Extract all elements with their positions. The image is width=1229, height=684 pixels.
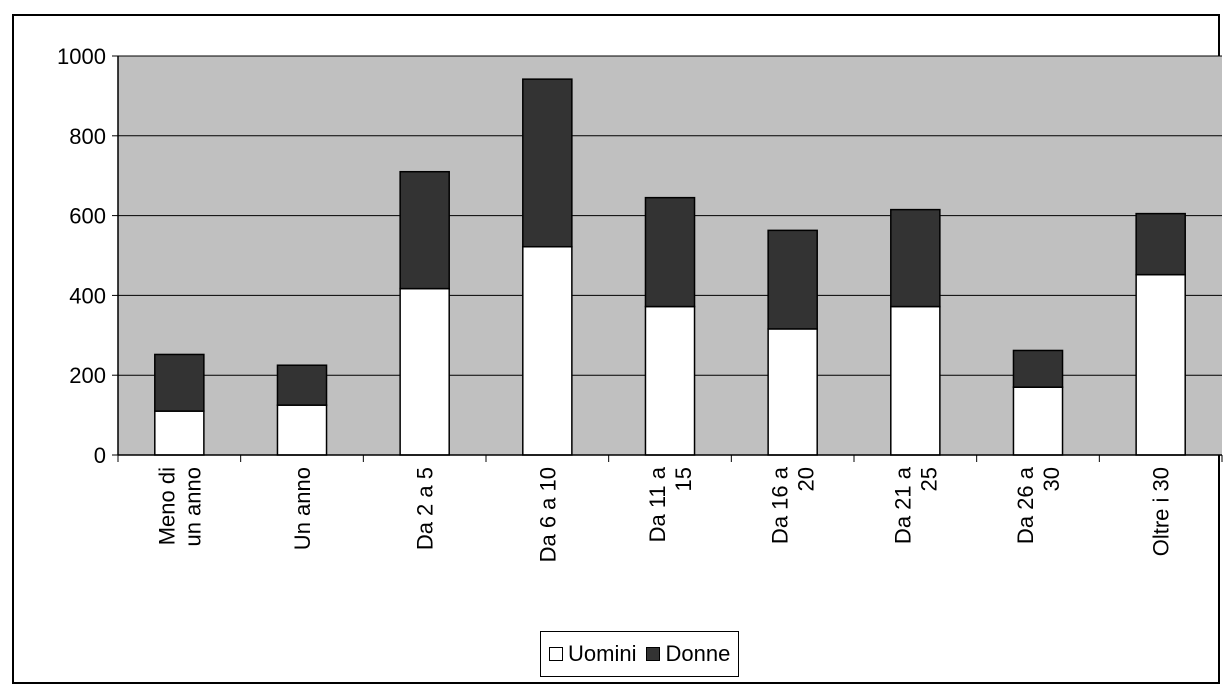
x-tick-label: Da 16 a bbox=[768, 466, 793, 544]
x-tick-label: Da 6 a 10 bbox=[535, 467, 560, 562]
bar-uomini bbox=[154, 410, 205, 456]
legend-item-donne: Donne bbox=[646, 641, 730, 667]
bar-uomini bbox=[399, 287, 450, 456]
bar-donne bbox=[644, 196, 696, 308]
legend-swatch-donne bbox=[646, 647, 661, 661]
x-tick-label: 30 bbox=[1039, 467, 1064, 491]
x-tick-label: Meno di bbox=[154, 467, 179, 545]
x-tick-label: Da 21 a bbox=[890, 466, 915, 544]
y-tick-label: 400 bbox=[69, 283, 106, 308]
x-tick-label: 25 bbox=[916, 467, 941, 491]
x-axis-tick-labels: Meno di un anno Un anno Da 2 a 5 Da 6 a 10 Da… bbox=[154, 466, 1173, 562]
bar-donne bbox=[154, 353, 205, 412]
x-tick-label: 15 bbox=[671, 467, 696, 491]
bar-uomini bbox=[767, 328, 818, 456]
legend-label-donne: Donne bbox=[665, 641, 731, 666]
bar-uomini bbox=[890, 305, 941, 456]
y-tick-label: 800 bbox=[69, 124, 106, 149]
x-tick-label: Oltre i 30 bbox=[1149, 467, 1174, 556]
x-tick-label: Da 11 a bbox=[645, 466, 670, 542]
y-tick-label: 0 bbox=[94, 443, 106, 468]
axes bbox=[112, 55, 1223, 462]
y-axis-tick-labels: 0 200 400 600 800 1000 bbox=[57, 44, 106, 468]
x-tick-label: Un anno bbox=[290, 467, 315, 550]
bar-donne bbox=[276, 364, 328, 406]
y-tick-label: 1000 bbox=[57, 44, 106, 69]
bar-uomini bbox=[1012, 386, 1064, 456]
legend-item-uomini: Uomini bbox=[549, 641, 636, 667]
legend: Uomini Donne bbox=[540, 631, 740, 677]
x-tick-label: Da 26 a bbox=[1013, 466, 1038, 544]
bars bbox=[154, 78, 1186, 456]
bar-uomini bbox=[522, 245, 573, 456]
x-tick-label: 20 bbox=[794, 467, 819, 491]
y-tick-label: 200 bbox=[69, 363, 106, 388]
bar-uomini bbox=[644, 305, 696, 456]
legend-swatch-uomini bbox=[549, 647, 563, 661]
x-tick-label: un anno bbox=[180, 467, 205, 547]
bar-uomini bbox=[1135, 273, 1186, 456]
bar-donne bbox=[767, 229, 818, 330]
bar-donne bbox=[399, 170, 450, 290]
y-tick-label: 600 bbox=[69, 204, 106, 229]
bar-donne bbox=[1012, 349, 1064, 388]
x-tick-label: Da 2 a 5 bbox=[413, 467, 438, 550]
bar-donne bbox=[890, 208, 941, 308]
bar-donne bbox=[1135, 212, 1186, 276]
legend-label-uomini: Uomini bbox=[568, 641, 637, 666]
bar-donne bbox=[522, 78, 573, 248]
bar-uomini bbox=[276, 404, 328, 456]
